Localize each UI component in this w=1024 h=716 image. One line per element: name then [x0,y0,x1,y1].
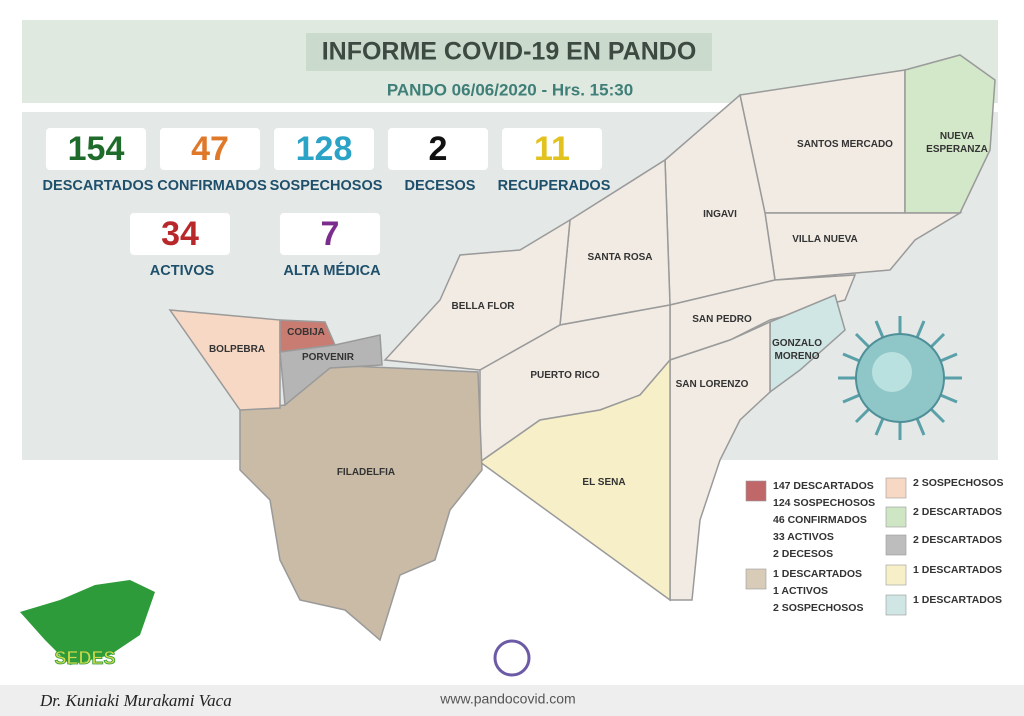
stat-label: DECESOS [405,178,476,194]
region-label: INGAVI [703,209,737,220]
stat-label: ACTIVOS [150,263,215,279]
region-label: SANTA ROSA [588,252,653,263]
legend-swatch [885,564,907,586]
legend-text: 1 DESCARTADOS [913,594,1002,606]
legend-swatch [745,568,767,590]
stat-value: 11 [534,130,570,168]
map [168,54,996,642]
region-label: VILLA NUEVA [792,234,858,245]
footer-band [0,685,1024,716]
region-label: EL SENA [582,477,625,488]
region-label: BELLA FLOR [452,301,516,312]
legend-text: 2 DECESOS [773,548,833,560]
title: INFORME COVID-19 EN PANDO [322,38,697,66]
stat-box [502,128,602,170]
stat-label: CONFIRMADOS [157,178,267,194]
stat-label: DESCARTADOS [43,178,154,194]
region-labels: SANTOS MERCADO NUEVA ESPERANZA VILLA NUEVA I… [209,131,988,488]
region-label: PORVENIR [302,352,355,363]
stat-box [160,128,260,170]
logo-shape [20,580,155,665]
stat-box [130,213,230,255]
region-shape [669,320,771,601]
stat-box [274,128,374,170]
stats: 154 DESCARTADOS 47 CONFIRMADOS 128 SOSPECHOSO… [43,128,611,279]
legend-swatch [885,534,907,556]
region-shape [279,334,383,407]
stat-value: 154 [68,130,125,168]
legend-swatch [885,477,907,499]
legend-text: 1 DESCARTADOS [773,568,862,580]
legend-text: 1 DESCARTADOS [913,564,1002,576]
legend: 147 DESCARTADOS 124 SOSPECHOSOS 46 CONFIRM… [745,477,1003,616]
virus-illustration [838,316,962,440]
stat-value: 128 [296,130,353,168]
region-shape [239,364,483,642]
footer-author: Dr. Kuniaki Murakami Vaca [39,691,232,710]
legend-text: 33 ACTIVOS [773,531,834,543]
stat-value: 34 [161,215,199,253]
region-label: GONZALO MORENO [772,338,822,362]
region-label: COBIJA [287,327,325,338]
legend-text: 2 DESCARTADOS [913,506,1002,518]
legend-text: 46 CONFIRMADOS [773,514,867,526]
region-label: NUEVA ESPERANZA [926,131,988,155]
region-label: SAN PEDRO [692,314,752,325]
legend-text: 1 ACTIVOS [773,585,828,597]
logo: SEDES [20,580,155,668]
legend-text: 2 SOSPECHOSOS [913,477,1003,489]
stat-value: 7 [321,215,340,253]
legend-text: 147 DESCARTADOS [773,480,874,492]
region-label: BOLPEBRA [209,344,265,355]
virus-highlight [872,352,912,392]
footer-url: www.pandocovid.com [439,691,575,707]
stat-box [280,213,380,255]
region-label: PUERTO RICO [530,370,599,381]
logo-text: SEDES [54,648,115,668]
legend-swatch [885,506,907,528]
legend-swatch [745,480,767,502]
stat-label: RECUPERADOS [498,178,611,194]
stat-value: 47 [191,130,229,168]
region-label: SAN LORENZO [676,379,749,390]
legend-text: 124 SOSPECHOSOS [773,497,875,509]
region-shape [168,309,281,411]
title-box [306,33,712,71]
stat-label: ALTA MÉDICA [283,262,381,279]
legend-text: 2 DESCARTADOS [913,534,1002,546]
region-shape [478,357,671,602]
subtitle: PANDO 06/06/2020 - Hrs. 15:30 [387,80,633,99]
stat-label: SOSPECHOSOS [270,178,383,194]
stat-value: 2 [429,130,448,168]
legend-swatch [885,594,907,616]
region-label: SANTOS MERCADO [797,139,893,150]
center-logo [493,639,531,677]
region-label: FILADELFIA [337,467,395,478]
stat-box [46,128,146,170]
stat-box [388,128,488,170]
legend-text: 2 SOSPECHOSOS [773,602,863,614]
